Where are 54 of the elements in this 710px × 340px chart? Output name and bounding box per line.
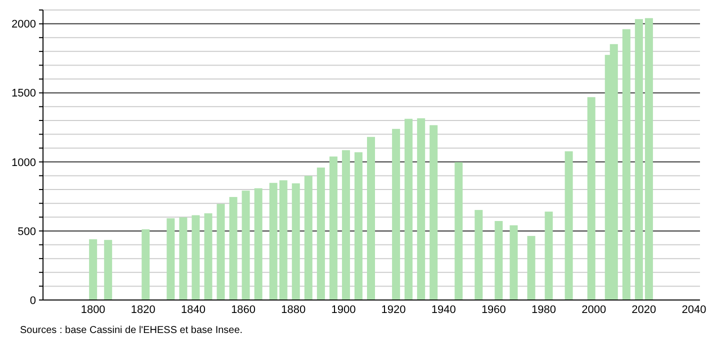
bar	[454, 162, 463, 300]
x-tick-label: 1900	[331, 304, 356, 316]
y-tick-label: 1500	[12, 88, 36, 100]
y-tick-label: 1000	[12, 156, 36, 169]
bar	[474, 210, 483, 300]
bar	[354, 152, 362, 300]
bar	[304, 176, 312, 300]
y-tick-label: 500	[18, 226, 36, 238]
x-tick-label: 1920	[381, 304, 406, 316]
bar	[292, 183, 300, 300]
bar	[392, 128, 400, 300]
bar	[254, 188, 262, 300]
bar	[634, 19, 643, 300]
bar	[269, 182, 278, 300]
bar	[192, 215, 200, 300]
bar	[242, 190, 250, 300]
x-tick-label: 2020	[632, 304, 656, 316]
bar	[644, 18, 653, 300]
bar	[142, 229, 150, 300]
bar	[622, 29, 630, 300]
bar	[89, 239, 98, 300]
bar	[587, 97, 596, 300]
source-note: Sources : base Cassini de l'EHESS et base Insee.	[20, 325, 243, 336]
y-tick-label: 2000	[12, 18, 36, 31]
bar	[229, 196, 238, 300]
bar	[204, 213, 212, 300]
bar	[494, 221, 503, 300]
x-tick-label: 1940	[431, 304, 456, 316]
y-tick-label: 0	[30, 294, 36, 307]
bar	[316, 168, 325, 300]
x-tick-label: 1800	[80, 304, 106, 316]
bar	[166, 218, 175, 300]
x-tick-label: 1880	[281, 304, 306, 316]
bar	[564, 151, 573, 300]
x-tick-label: 1840	[180, 304, 206, 316]
bar	[404, 118, 413, 300]
bar	[527, 236, 536, 300]
x-tick-label: 2000	[582, 304, 606, 316]
bar	[104, 240, 112, 300]
bar	[417, 118, 426, 300]
x-tick-label: 1980	[532, 304, 556, 316]
bar	[510, 225, 518, 300]
x-tick-label: 1820	[130, 304, 156, 316]
bar	[179, 217, 188, 300]
bar	[367, 136, 376, 300]
bar	[279, 180, 288, 300]
bar	[329, 156, 338, 300]
bar	[430, 125, 438, 300]
x-tick-label: 1960	[481, 304, 506, 316]
x-tick-label: 2040	[682, 304, 706, 316]
bar	[342, 150, 350, 300]
bar	[216, 204, 225, 300]
bar	[544, 212, 553, 300]
x-tick-label: 1860	[231, 304, 256, 316]
